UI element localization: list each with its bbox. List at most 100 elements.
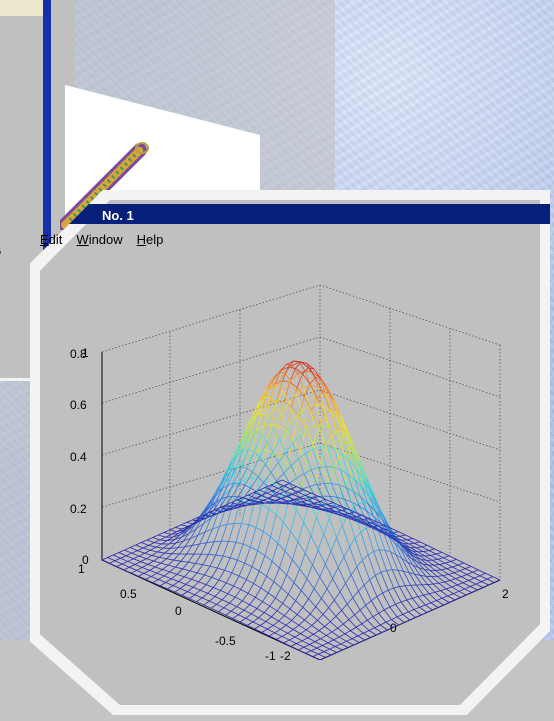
surface-mesh-line bbox=[159, 539, 168, 541]
surface-mesh-line bbox=[182, 526, 190, 530]
surface-mesh-line bbox=[365, 522, 373, 527]
surface-mesh-line bbox=[271, 423, 279, 427]
surface-mesh-line bbox=[462, 582, 471, 587]
surface-mesh-line bbox=[286, 363, 293, 366]
menu-window[interactable]: Window bbox=[76, 232, 123, 247]
surface-mesh-line bbox=[109, 560, 116, 564]
surface-mesh-line bbox=[336, 525, 343, 538]
surface-mesh-line bbox=[252, 621, 261, 626]
surface-mesh-line bbox=[249, 498, 255, 502]
surface-mesh-line bbox=[303, 646, 312, 652]
surface-mesh-line bbox=[395, 554, 403, 559]
surface-mesh-line bbox=[216, 555, 224, 569]
surface-mesh-line bbox=[178, 576, 185, 582]
surface-mesh-line bbox=[227, 467, 236, 485]
surface-mesh-line bbox=[428, 548, 435, 551]
surface-mesh-line bbox=[199, 531, 206, 545]
surface-mesh-line bbox=[454, 597, 461, 601]
figure-titlebar[interactable] bbox=[60, 204, 550, 224]
surface-mesh-line bbox=[286, 574, 295, 583]
surface-mesh-line bbox=[289, 608, 298, 615]
surface-mesh-line bbox=[152, 579, 159, 583]
surface-mesh-line bbox=[191, 572, 198, 580]
surface-mesh-line bbox=[235, 541, 244, 545]
surface-mesh-line bbox=[260, 625, 268, 630]
surface-mesh-line bbox=[436, 597, 443, 601]
surface-mesh-line bbox=[361, 619, 368, 625]
surface-mesh-line bbox=[361, 487, 370, 497]
surface-mesh-line bbox=[367, 616, 374, 621]
surface-mesh-line bbox=[289, 636, 296, 641]
surface-mesh-line bbox=[406, 597, 413, 601]
surface-mesh-line bbox=[175, 527, 183, 530]
surface-mesh-line bbox=[298, 458, 305, 474]
surface-mesh-line bbox=[271, 543, 279, 562]
surface-mesh-line bbox=[176, 529, 185, 533]
surface-mesh-line bbox=[282, 390, 290, 403]
surface-mesh-line bbox=[294, 417, 301, 436]
surface-mesh bbox=[101, 360, 501, 660]
surface-mesh-line bbox=[421, 544, 428, 548]
surface-mesh-line bbox=[201, 592, 208, 599]
surface-mesh-line bbox=[156, 572, 165, 577]
surface-mesh-line bbox=[295, 502, 304, 506]
menu-edit[interactable]: Edit bbox=[40, 232, 63, 247]
menu-help[interactable]: Help bbox=[136, 232, 164, 247]
surface-mesh-line bbox=[268, 418, 275, 428]
surface-mesh-line bbox=[287, 439, 294, 465]
surface-mesh-line bbox=[215, 554, 224, 557]
surface-mesh-line bbox=[332, 567, 339, 579]
surface-mesh-line bbox=[368, 488, 377, 511]
surface-mesh-line bbox=[310, 647, 317, 652]
surface-mesh-line bbox=[340, 643, 349, 648]
surface-mesh-line bbox=[345, 583, 354, 598]
surface-mesh-line bbox=[455, 576, 462, 580]
surface-mesh-line bbox=[341, 603, 348, 611]
surface-mesh-line bbox=[422, 563, 431, 571]
surface-mesh-line bbox=[160, 558, 167, 564]
surface-mesh-line bbox=[265, 621, 274, 626]
surface-mesh-line bbox=[328, 607, 337, 617]
surface-mesh-line bbox=[257, 464, 266, 477]
surface-mesh-line bbox=[294, 474, 303, 488]
surface-mesh-line bbox=[336, 537, 345, 557]
surface-mesh-line bbox=[312, 427, 320, 445]
surface-mesh-line bbox=[367, 503, 376, 512]
surface-mesh-line bbox=[457, 562, 464, 566]
background-window-titlebar[interactable] bbox=[0, 0, 43, 16]
surface-mesh-line bbox=[265, 451, 273, 465]
surface-mesh-line bbox=[238, 609, 245, 616]
surface-mesh-line bbox=[343, 514, 351, 518]
surface-mesh-line bbox=[363, 579, 370, 586]
surface-mesh-line bbox=[399, 535, 408, 541]
surface-mesh-line bbox=[395, 601, 402, 605]
surface-mesh-line bbox=[304, 613, 311, 621]
surface-mesh-line bbox=[152, 582, 161, 587]
surface-mesh-line bbox=[414, 541, 421, 544]
surface-mesh-line bbox=[173, 553, 180, 561]
surface-mesh-line bbox=[273, 581, 282, 589]
surface-mesh-line bbox=[174, 588, 181, 593]
surface-mesh-line bbox=[321, 425, 328, 448]
surface-mesh-line bbox=[437, 557, 444, 560]
surface-mesh-line bbox=[254, 494, 263, 502]
surface-mesh-line bbox=[299, 450, 308, 465]
surface-mesh-line bbox=[300, 629, 307, 634]
surface-mesh-line bbox=[293, 624, 300, 630]
surface-mesh-line bbox=[222, 555, 231, 559]
surface-mesh-line bbox=[285, 624, 294, 630]
surface-mesh-line bbox=[198, 581, 207, 585]
surface-mesh-line bbox=[326, 588, 335, 601]
surface-mesh-line bbox=[312, 498, 321, 502]
surface-mesh-line bbox=[356, 514, 363, 518]
surface-mesh-line bbox=[276, 610, 285, 616]
surface-mesh-line bbox=[165, 534, 172, 538]
surface-mesh-line bbox=[200, 542, 208, 555]
surface-mesh-line bbox=[116, 563, 123, 567]
surface-mesh-line bbox=[305, 652, 313, 658]
surface-mesh-line bbox=[329, 496, 336, 507]
surface-mesh-line bbox=[209, 600, 217, 605]
surface-mesh-line bbox=[243, 604, 250, 611]
surface-mesh-line bbox=[359, 639, 366, 643]
surface-mesh-line bbox=[229, 467, 236, 473]
